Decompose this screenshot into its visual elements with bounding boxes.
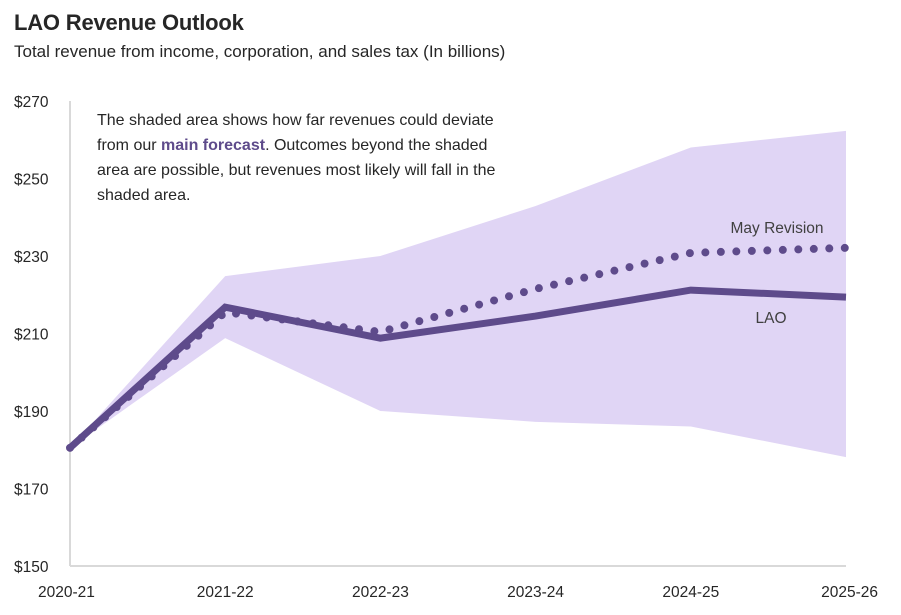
x-tick-label: 2025-26	[821, 584, 878, 601]
x-tick-label: 2023-24	[507, 584, 564, 601]
series-line-lao	[67, 286, 847, 451]
uncertainty-band	[70, 130, 846, 458]
x-tick-label: 2022-23	[352, 584, 409, 601]
chart-title: LAO Revenue Outlook	[14, 10, 244, 35]
annotation-note: The shaded area shows how far revenues c…	[97, 108, 517, 208]
x-tick-label: 2020-21	[38, 584, 95, 601]
note-text-after: . Outcomes beyond the shaded area are po…	[97, 137, 496, 204]
y-tick-label: $190	[14, 404, 49, 421]
y-tick-label: $170	[14, 482, 49, 499]
y-tick-label: $230	[14, 249, 49, 266]
x-tick-label: 2024-25	[662, 584, 719, 601]
y-tick-label: $150	[14, 559, 49, 576]
series-label-lao: LAO	[755, 310, 786, 327]
y-tick-label: $270	[14, 94, 49, 111]
x-tick-label: 2021-22	[197, 584, 254, 601]
note-highlight-main-forecast: main forecast	[161, 137, 266, 154]
y-tick-label: $250	[14, 172, 49, 189]
y-tick-label: $210	[14, 327, 49, 344]
series-line-may-revision	[66, 243, 850, 452]
note-text-before: The shaded area shows how far revenues c…	[97, 112, 494, 154]
series-label-may-revision: May Revision	[730, 220, 823, 237]
chart-subtitle: Total revenue from income, corporation, …	[14, 42, 506, 61]
